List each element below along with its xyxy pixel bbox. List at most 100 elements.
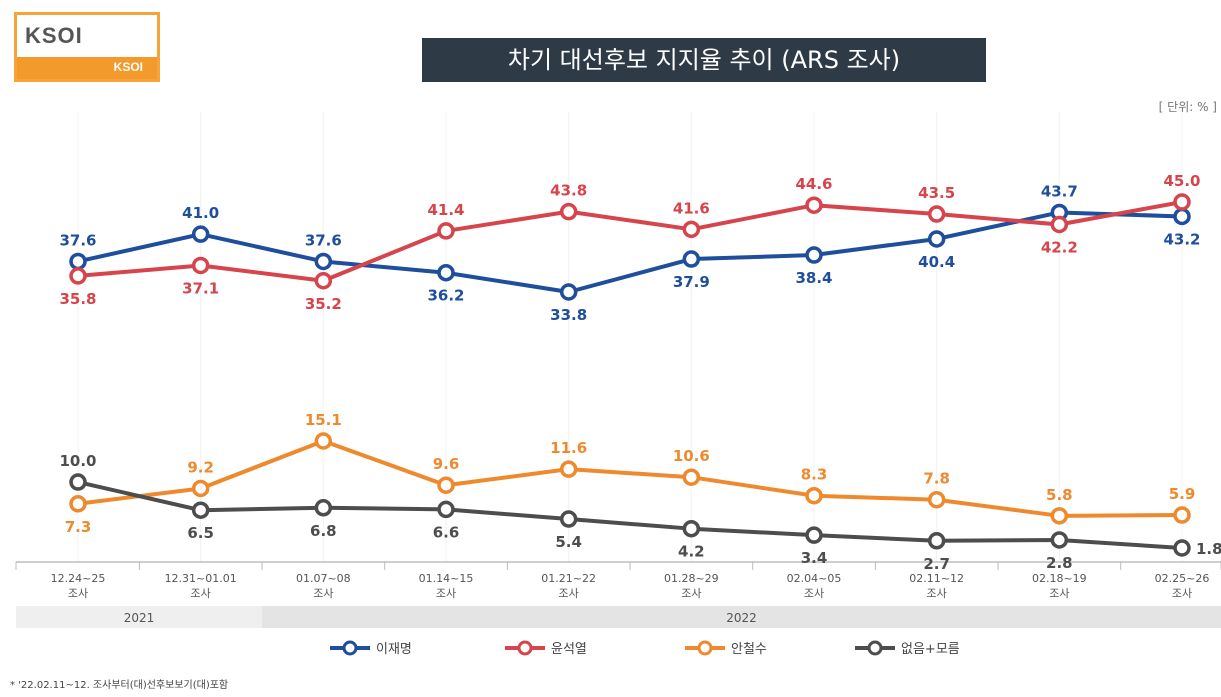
- data-label: 2.7: [923, 555, 950, 573]
- data-point: [1050, 507, 1069, 525]
- data-label: 8.3: [801, 466, 828, 484]
- data-label: 11.6: [550, 439, 587, 457]
- logo-name: KSOI: [25, 23, 83, 48]
- data-label: 3.4: [801, 549, 828, 567]
- data-label: 10.6: [673, 447, 710, 465]
- series-line-2: [76, 439, 1184, 518]
- data-label: 15.1: [305, 411, 342, 429]
- data-point: [805, 526, 823, 544]
- data-label: 7.8: [923, 470, 950, 488]
- legend-marker: [697, 640, 713, 656]
- data-point: [1173, 193, 1191, 211]
- data-point: [314, 272, 333, 290]
- data-label: 37.6: [305, 231, 342, 249]
- data-point: [927, 490, 946, 509]
- year-band: [262, 606, 1221, 628]
- data-point: [682, 468, 701, 486]
- data-label: 44.6: [795, 175, 832, 193]
- data-label: 37.9: [673, 273, 710, 291]
- data-label: 2.8: [1046, 554, 1073, 572]
- data-point: [559, 510, 578, 528]
- x-tick-sublabel: 조사: [1049, 587, 1069, 600]
- legend-marker: [867, 640, 883, 656]
- data-label: 38.4: [795, 269, 832, 287]
- data-point: [191, 256, 210, 275]
- data-point: [559, 460, 578, 478]
- x-tick-label: 02.04~05: [787, 572, 842, 585]
- logo-sub: KSOI: [113, 60, 143, 74]
- data-point: [191, 225, 210, 243]
- year-band: [16, 606, 262, 628]
- data-point: [1050, 531, 1069, 549]
- chart-title: 차기 대선후보 지지율 추이 (ARS 조사): [422, 38, 986, 82]
- data-point: [682, 519, 701, 538]
- data-point: [1050, 215, 1069, 234]
- data-label: 43.7: [1041, 182, 1078, 200]
- legend-label: 윤석열: [551, 642, 587, 657]
- data-label: 6.6: [433, 523, 460, 541]
- series-line-1: [76, 200, 1184, 283]
- x-tick-label: 12.24~25: [51, 572, 106, 585]
- data-point: [437, 500, 455, 519]
- data-point: [191, 479, 210, 498]
- data-point: [437, 263, 455, 282]
- data-point: [437, 476, 455, 494]
- data-label: 33.8: [550, 306, 587, 324]
- data-point: [69, 252, 87, 271]
- unit-label: [ 단위: % ]: [1158, 100, 1217, 114]
- data-point: [927, 230, 946, 248]
- data-label: 43.2: [1163, 230, 1200, 248]
- series-line-3: [76, 480, 1184, 550]
- x-tick-label: 01.21~22: [541, 572, 596, 585]
- x-tick-label: 02.25~26: [1155, 572, 1210, 585]
- data-label: 45.0: [1163, 172, 1200, 190]
- data-label: 43.8: [550, 182, 587, 200]
- data-point: [69, 267, 87, 285]
- legend-label: 없음+모름: [901, 642, 960, 657]
- data-point: [314, 499, 333, 517]
- x-tick-sublabel: 조사: [681, 587, 701, 600]
- x-tick-sublabel: 조사: [436, 587, 456, 600]
- data-point: [69, 495, 87, 513]
- legend-label: 안철수: [731, 642, 767, 657]
- legend-marker: [342, 640, 358, 656]
- data-point: [927, 205, 946, 223]
- data-point: [191, 501, 210, 519]
- data-point: [682, 220, 701, 239]
- x-tick-sublabel: 조사: [1172, 587, 1192, 600]
- data-label: 1.8: [1196, 540, 1221, 558]
- data-label: 37.1: [182, 279, 219, 297]
- x-tick-label: 01.28~29: [664, 572, 719, 585]
- data-label: 41.4: [427, 201, 464, 219]
- series-line-0: [76, 210, 1184, 294]
- legend-marker: [517, 640, 533, 656]
- x-tick-label: 01.14~15: [419, 572, 474, 585]
- data-point: [1173, 539, 1191, 557]
- year-band-label: 2021: [124, 611, 155, 625]
- data-label: 5.8: [1046, 486, 1073, 504]
- x-tick-label: 02.18~19: [1032, 572, 1087, 585]
- x-tick-sublabel: 조사: [559, 587, 579, 600]
- data-point: [805, 486, 823, 505]
- data-label: 7.3: [65, 518, 92, 536]
- data-label: 9.6: [433, 455, 460, 473]
- x-tick-sublabel: 조사: [68, 587, 88, 600]
- data-label: 36.2: [427, 287, 464, 305]
- data-label: 43.5: [918, 184, 955, 202]
- data-point: [927, 532, 946, 550]
- ksoi-logo: KSOI KSOI: [14, 12, 160, 82]
- x-tick-sublabel: 조사: [313, 587, 333, 600]
- data-label: 5.9: [1169, 485, 1196, 503]
- x-tick-label: 02.11~12: [909, 572, 964, 585]
- data-point: [805, 196, 823, 214]
- x-tick-label: 01.07~08: [296, 572, 351, 585]
- data-point: [314, 432, 333, 450]
- data-label: 35.8: [59, 290, 96, 308]
- data-label: 35.2: [305, 295, 342, 313]
- data-label: 4.2: [678, 543, 705, 561]
- data-label: 42.2: [1041, 239, 1078, 257]
- data-point: [805, 246, 823, 264]
- data-label: 40.4: [918, 253, 955, 271]
